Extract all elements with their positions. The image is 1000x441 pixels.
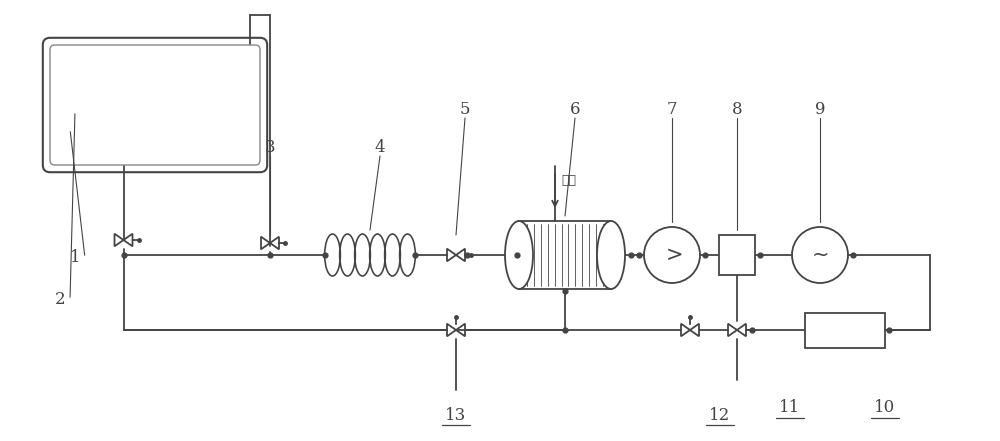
Text: 排气: 排气: [561, 175, 576, 187]
Text: 7: 7: [667, 101, 677, 119]
Text: 9: 9: [815, 101, 825, 119]
Ellipse shape: [505, 221, 533, 289]
Text: 8: 8: [732, 101, 742, 119]
Text: 2: 2: [55, 292, 65, 309]
Bar: [805, 313, 885, 348]
Text: 1: 1: [70, 250, 80, 266]
Text: ~: ~: [811, 245, 829, 265]
Text: 4: 4: [375, 139, 385, 157]
Text: 10: 10: [874, 400, 896, 416]
FancyBboxPatch shape: [50, 45, 260, 165]
Text: 13: 13: [445, 407, 467, 423]
Text: 3: 3: [265, 139, 275, 157]
FancyBboxPatch shape: [43, 38, 267, 172]
Text: 6: 6: [570, 101, 580, 119]
Text: 5: 5: [460, 101, 470, 119]
Text: 12: 12: [709, 407, 731, 423]
Ellipse shape: [597, 221, 625, 289]
Text: 11: 11: [779, 400, 801, 416]
Bar: [719, 235, 755, 275]
Text: >: >: [665, 245, 683, 265]
